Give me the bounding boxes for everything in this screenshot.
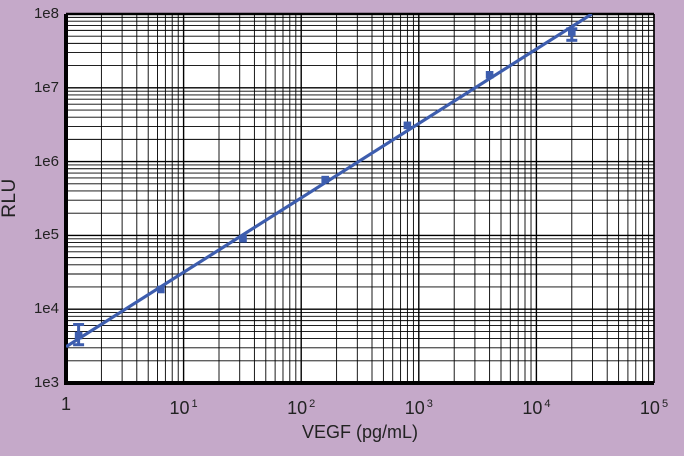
data-point-marker	[157, 285, 165, 294]
data-point-marker	[568, 28, 576, 36]
data-point-marker	[239, 234, 247, 243]
data-point-marker	[74, 331, 83, 340]
minor-gridlines	[66, 14, 654, 383]
plot-area	[66, 14, 654, 383]
data-point-marker	[485, 71, 494, 79]
y-axis-label: RLU	[0, 178, 20, 218]
data-point-marker	[403, 121, 412, 130]
x-axis-label: VEGF (pg/mL)	[301, 422, 419, 442]
data-point-marker	[321, 175, 330, 184]
